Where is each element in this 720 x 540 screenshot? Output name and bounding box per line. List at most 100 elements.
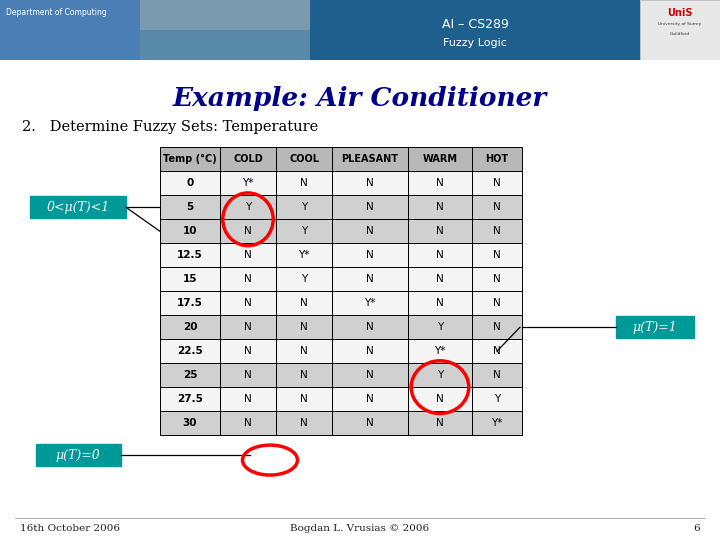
Text: 12.5: 12.5 — [177, 250, 203, 260]
Text: 5: 5 — [186, 202, 194, 212]
Text: N: N — [244, 250, 252, 260]
Bar — [160, 363, 220, 387]
Bar — [160, 315, 220, 339]
Text: 0<μ(T)<1: 0<μ(T)<1 — [46, 201, 109, 214]
Bar — [276, 291, 332, 315]
Bar — [276, 195, 332, 219]
Bar — [160, 387, 220, 411]
Bar — [276, 267, 332, 291]
Bar — [332, 171, 408, 195]
Text: N: N — [244, 418, 252, 428]
Bar — [408, 315, 472, 339]
Bar — [472, 195, 522, 219]
Text: N: N — [366, 178, 374, 188]
Text: Bogdan L. Vrusias © 2006: Bogdan L. Vrusias © 2006 — [290, 523, 430, 532]
Bar — [332, 315, 408, 339]
Bar — [160, 267, 220, 291]
Bar — [310, 0, 640, 60]
Bar — [160, 195, 220, 219]
Text: Y*: Y* — [364, 298, 376, 308]
Text: 10: 10 — [183, 226, 197, 237]
Bar — [408, 363, 472, 387]
Text: N: N — [493, 274, 501, 284]
Text: N: N — [366, 226, 374, 237]
Text: N: N — [493, 346, 501, 356]
Text: Y*: Y* — [243, 178, 253, 188]
Text: N: N — [436, 298, 444, 308]
Text: N: N — [436, 202, 444, 212]
Bar — [332, 244, 408, 267]
Text: HOT: HOT — [485, 154, 508, 164]
Bar — [332, 339, 408, 363]
Bar — [220, 147, 276, 171]
Text: Y*: Y* — [298, 250, 310, 260]
Text: Y: Y — [301, 226, 307, 237]
Text: N: N — [366, 370, 374, 380]
Text: N: N — [366, 394, 374, 404]
Text: Y: Y — [301, 202, 307, 212]
Bar — [160, 339, 220, 363]
Bar — [472, 315, 522, 339]
Text: Y: Y — [494, 394, 500, 404]
Text: N: N — [493, 370, 501, 380]
Bar — [140, 0, 310, 30]
Text: PLEASANT: PLEASANT — [341, 154, 398, 164]
Text: Y*: Y* — [434, 346, 446, 356]
Text: N: N — [366, 418, 374, 428]
Bar — [472, 387, 522, 411]
Bar — [30, 197, 126, 218]
Text: μ(T)=1: μ(T)=1 — [633, 321, 678, 334]
Text: N: N — [244, 370, 252, 380]
Text: 30: 30 — [183, 418, 197, 428]
Bar — [640, 0, 720, 60]
Bar — [332, 195, 408, 219]
Bar — [220, 387, 276, 411]
Text: Y: Y — [437, 322, 443, 332]
Text: N: N — [244, 394, 252, 404]
Text: 22.5: 22.5 — [177, 346, 203, 356]
Text: 17.5: 17.5 — [177, 298, 203, 308]
Bar — [220, 291, 276, 315]
Text: N: N — [493, 298, 501, 308]
Bar — [276, 244, 332, 267]
Text: N: N — [436, 394, 444, 404]
Text: 0: 0 — [186, 178, 194, 188]
Bar — [408, 411, 472, 435]
Text: N: N — [366, 250, 374, 260]
Bar — [160, 171, 220, 195]
Bar — [472, 363, 522, 387]
Bar — [220, 315, 276, 339]
Text: N: N — [244, 346, 252, 356]
Bar — [332, 147, 408, 171]
Bar — [472, 171, 522, 195]
Bar — [220, 219, 276, 244]
Bar — [332, 387, 408, 411]
Text: COOL: COOL — [289, 154, 319, 164]
Text: Department of Computing: Department of Computing — [6, 8, 107, 17]
Bar — [220, 267, 276, 291]
Bar — [332, 411, 408, 435]
Text: 20: 20 — [183, 322, 197, 332]
Text: Guildford: Guildford — [670, 32, 690, 36]
Bar — [160, 411, 220, 435]
Bar — [472, 219, 522, 244]
Text: University of Surrey: University of Surrey — [658, 22, 701, 26]
Text: Y*: Y* — [491, 418, 503, 428]
Text: N: N — [366, 322, 374, 332]
Text: 2.   Determine Fuzzy Sets: Temperature: 2. Determine Fuzzy Sets: Temperature — [22, 120, 318, 134]
Text: 27.5: 27.5 — [177, 394, 203, 404]
Bar — [160, 147, 220, 171]
Text: N: N — [300, 394, 308, 404]
Bar — [276, 147, 332, 171]
Text: N: N — [300, 346, 308, 356]
Text: μ(T)=0: μ(T)=0 — [55, 449, 100, 462]
Bar — [332, 219, 408, 244]
Bar — [472, 147, 522, 171]
Text: N: N — [300, 418, 308, 428]
Text: N: N — [366, 274, 374, 284]
Bar — [276, 387, 332, 411]
Text: N: N — [300, 370, 308, 380]
Bar — [160, 219, 220, 244]
Bar — [408, 219, 472, 244]
Bar — [408, 147, 472, 171]
